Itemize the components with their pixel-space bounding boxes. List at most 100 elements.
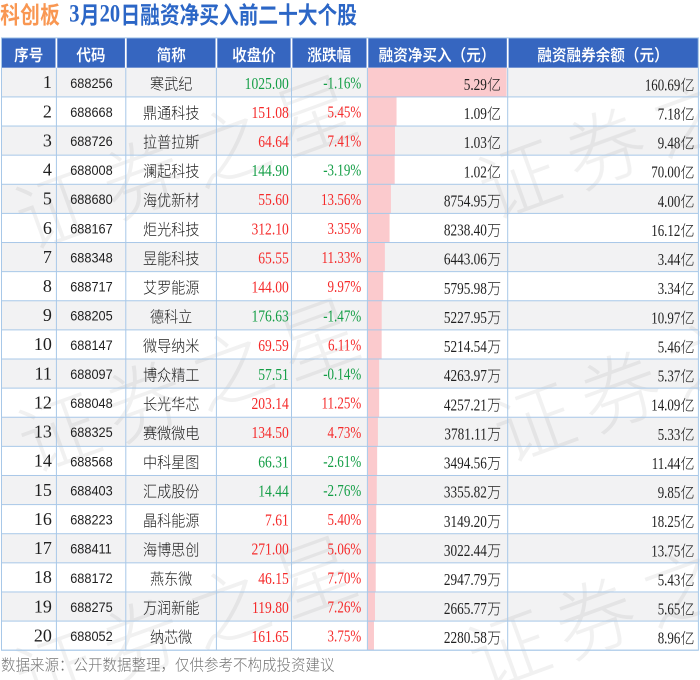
svg-text:70.00: 70.00 bbox=[651, 164, 680, 182]
svg-text:16: 16 bbox=[34, 509, 52, 529]
svg-text:688223: 688223 bbox=[70, 512, 112, 528]
svg-text:312.10: 312.10 bbox=[251, 220, 289, 239]
svg-text:10: 10 bbox=[34, 334, 52, 354]
svg-text:14.09: 14.09 bbox=[651, 397, 680, 415]
svg-text:688147: 688147 bbox=[70, 337, 112, 353]
svg-text:688097: 688097 bbox=[70, 366, 112, 382]
svg-text:46.15: 46.15 bbox=[258, 569, 289, 588]
svg-text:17: 17 bbox=[34, 538, 52, 558]
svg-text:5.33: 5.33 bbox=[658, 426, 681, 444]
svg-text:3.34: 3.34 bbox=[658, 281, 681, 299]
svg-text:5.43: 5.43 bbox=[658, 572, 681, 590]
svg-text:144.90: 144.90 bbox=[251, 162, 289, 181]
svg-text:18.25: 18.25 bbox=[651, 514, 680, 532]
svg-text:69.59: 69.59 bbox=[258, 336, 289, 355]
svg-text:8: 8 bbox=[43, 276, 52, 296]
svg-text:1025.00: 1025.00 bbox=[245, 74, 289, 93]
svg-text:4.73%: 4.73% bbox=[328, 424, 362, 442]
svg-text:4.00: 4.00 bbox=[658, 193, 681, 211]
svg-text:688411: 688411 bbox=[70, 541, 112, 557]
svg-text:688256: 688256 bbox=[70, 75, 112, 91]
svg-text:1.03: 1.03 bbox=[464, 134, 488, 153]
svg-text:3: 3 bbox=[43, 130, 52, 150]
svg-text:5214.54: 5214.54 bbox=[444, 338, 487, 357]
svg-text:7.70%: 7.70% bbox=[328, 570, 362, 588]
svg-text:3.35%: 3.35% bbox=[328, 221, 362, 239]
svg-text:13.75: 13.75 bbox=[651, 543, 680, 561]
svg-text:19: 19 bbox=[34, 596, 52, 616]
svg-text:1.02: 1.02 bbox=[464, 163, 487, 182]
svg-text:134.50: 134.50 bbox=[251, 424, 289, 443]
svg-text:66.31: 66.31 bbox=[258, 453, 289, 472]
svg-text:688172: 688172 bbox=[70, 570, 112, 586]
svg-text:6.11%: 6.11% bbox=[328, 337, 361, 355]
svg-text:11.25%: 11.25% bbox=[322, 395, 362, 413]
svg-text:3.44: 3.44 bbox=[658, 252, 681, 270]
svg-text:13.56%: 13.56% bbox=[321, 191, 361, 209]
svg-text:5.06%: 5.06% bbox=[328, 541, 362, 559]
svg-text:5.45%: 5.45% bbox=[328, 104, 362, 122]
svg-text:14.44: 14.44 bbox=[258, 482, 289, 501]
svg-text:2947.79: 2947.79 bbox=[444, 571, 487, 590]
svg-text:12: 12 bbox=[34, 393, 52, 413]
svg-text:5227.95: 5227.95 bbox=[444, 308, 487, 327]
svg-text:688348: 688348 bbox=[70, 250, 112, 266]
svg-text:3494.56: 3494.56 bbox=[444, 454, 487, 473]
svg-text:160.69: 160.69 bbox=[645, 77, 680, 95]
svg-text:688680: 688680 bbox=[70, 192, 112, 208]
svg-text:55.60: 55.60 bbox=[258, 191, 289, 210]
svg-text:144.00: 144.00 bbox=[251, 278, 289, 297]
svg-text:9.85: 9.85 bbox=[658, 484, 681, 502]
svg-text:5.65: 5.65 bbox=[658, 601, 681, 619]
svg-text:1: 1 bbox=[43, 72, 52, 92]
svg-text:11: 11 bbox=[35, 363, 52, 383]
svg-text:688568: 688568 bbox=[70, 454, 112, 470]
svg-text:-0.14%: -0.14% bbox=[323, 366, 361, 384]
svg-text:9: 9 bbox=[43, 305, 52, 325]
svg-text:57.51: 57.51 bbox=[258, 366, 289, 385]
svg-text:2: 2 bbox=[43, 101, 52, 121]
svg-text:7.41%: 7.41% bbox=[328, 133, 362, 151]
svg-text:3.75%: 3.75% bbox=[328, 628, 362, 646]
svg-text:2280.58: 2280.58 bbox=[444, 629, 487, 648]
svg-text:161.65: 161.65 bbox=[251, 628, 289, 647]
svg-text:5.46: 5.46 bbox=[658, 339, 681, 357]
svg-text:5: 5 bbox=[43, 189, 52, 209]
svg-text:3149.20: 3149.20 bbox=[444, 512, 487, 531]
svg-text:7.61: 7.61 bbox=[265, 511, 289, 530]
svg-text:5.29: 5.29 bbox=[464, 76, 487, 95]
svg-text:3: 3 bbox=[69, 0, 79, 27]
svg-text:65.55: 65.55 bbox=[258, 249, 289, 268]
svg-text:3355.82: 3355.82 bbox=[444, 483, 487, 502]
svg-text:6443.06: 6443.06 bbox=[444, 250, 487, 269]
svg-text:10.97: 10.97 bbox=[651, 310, 680, 328]
svg-text:688668: 688668 bbox=[70, 104, 112, 120]
svg-text:-2.61%: -2.61% bbox=[323, 454, 361, 472]
svg-text:688048: 688048 bbox=[70, 396, 112, 412]
svg-text:11.33%: 11.33% bbox=[322, 250, 362, 268]
svg-text:-1.16%: -1.16% bbox=[323, 75, 361, 93]
svg-text:9.48: 9.48 bbox=[658, 135, 681, 153]
svg-text:688275: 688275 bbox=[70, 599, 112, 615]
svg-text:-3.19%: -3.19% bbox=[323, 162, 361, 180]
svg-text:688167: 688167 bbox=[70, 221, 112, 237]
svg-text:5.37: 5.37 bbox=[658, 368, 681, 386]
svg-text:64.64: 64.64 bbox=[258, 133, 289, 152]
svg-text:7.26%: 7.26% bbox=[328, 599, 362, 617]
svg-text:688403: 688403 bbox=[70, 483, 112, 499]
svg-text:5.40%: 5.40% bbox=[328, 512, 362, 530]
svg-text:3022.44: 3022.44 bbox=[444, 541, 487, 560]
svg-text:15: 15 bbox=[34, 480, 52, 500]
svg-text:271.00: 271.00 bbox=[251, 540, 289, 559]
svg-text:18: 18 bbox=[34, 567, 52, 587]
svg-text:688726: 688726 bbox=[70, 133, 112, 149]
svg-text:176.63: 176.63 bbox=[251, 307, 289, 326]
svg-text:4257.21: 4257.21 bbox=[444, 396, 487, 415]
svg-text:7: 7 bbox=[43, 247, 52, 267]
svg-text:8.96: 8.96 bbox=[658, 630, 681, 648]
svg-text:5795.98: 5795.98 bbox=[444, 279, 487, 298]
svg-text:1.09: 1.09 bbox=[464, 105, 487, 124]
svg-text:3781.11: 3781.11 bbox=[444, 425, 487, 444]
svg-text:119.80: 119.80 bbox=[252, 599, 289, 618]
svg-text:-1.47%: -1.47% bbox=[323, 308, 361, 326]
